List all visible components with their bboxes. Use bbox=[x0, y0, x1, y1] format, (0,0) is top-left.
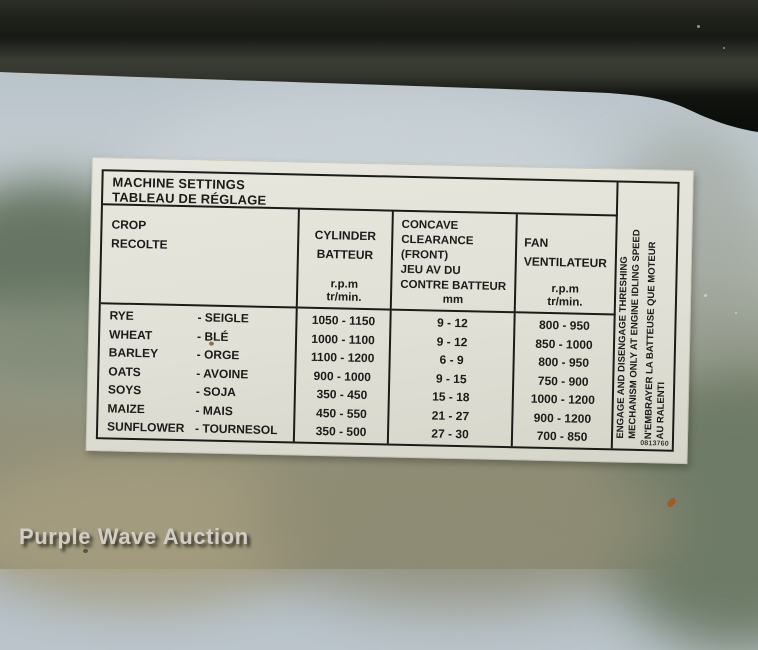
table-row-fan: 800 - 950 bbox=[538, 317, 590, 333]
concave-units: mm bbox=[392, 293, 514, 309]
column-header-cylinder: CYLINDER BATTEUR r.p.m tr/min. bbox=[297, 209, 394, 311]
cylinder-units: r.p.m tr/min. bbox=[298, 278, 391, 306]
table-row-fan: 900 - 1200 bbox=[533, 410, 592, 426]
table-row-fan: 1000 - 1200 bbox=[530, 391, 596, 408]
cylinder-data-column: 1050 - 1150 1000 - 1100 1100 - 1200 900 - 1… bbox=[294, 308, 392, 444]
fan-header-fr: VENTILATEUR bbox=[523, 254, 608, 271]
cylinder-header-fr: BATTEUR bbox=[316, 246, 374, 263]
concave-unit-mm: mm bbox=[442, 293, 464, 307]
crop-name-en: SOYS bbox=[107, 382, 142, 398]
column-header-crop: CROP RECOLTE bbox=[100, 205, 300, 309]
dirt-speck-on-decal bbox=[208, 341, 214, 346]
window-frame bbox=[0, 0, 758, 132]
cylinder-unit-trmin: tr/min. bbox=[326, 291, 362, 304]
machine-settings-decal: MACHINE SETTINGS TABLEAU DE RÉGLAGE CROP… bbox=[85, 157, 694, 465]
column-header-concave: CONCAVE CLEARANCE (FRONT) JEU AV DU CONT… bbox=[391, 211, 518, 314]
crop-name-en: RYE bbox=[109, 308, 134, 323]
crop-name-fr: - SEIGLE bbox=[197, 310, 250, 326]
crop-name-en: MAIZE bbox=[107, 400, 146, 416]
table-row-concave: 27 - 30 bbox=[431, 426, 469, 442]
table-row-cylinder: 1100 - 1200 bbox=[310, 349, 375, 366]
crop-name-fr: - ORGE bbox=[196, 347, 240, 363]
table-row-cylinder: 1000 - 1100 bbox=[311, 331, 375, 347]
fan-units: r.p.m tr/min. bbox=[516, 282, 615, 310]
watermark-text: Purple Wave Auction bbox=[19, 524, 249, 549]
dust-speck bbox=[697, 25, 700, 28]
table-row-cylinder: 350 - 500 bbox=[315, 423, 367, 440]
crop-name-fr: - SOJA bbox=[195, 384, 237, 400]
fan-data-column: 800 - 950 850 - 1000 800 - 950 750 - 900 100… bbox=[512, 313, 616, 449]
crop-header-fr: RECOLTE bbox=[110, 236, 168, 252]
settings-table: MACHINE SETTINGS TABLEAU DE RÉGLAGE CROP… bbox=[95, 169, 680, 452]
table-row-fan: 800 - 950 bbox=[538, 354, 590, 370]
crop-name-fr: - AVOINE bbox=[196, 365, 249, 381]
crop-name-en: SUNFLOWER bbox=[106, 419, 185, 436]
side-warning-text: ENGAGE AND DISENGAGE THRESHING MECHANISM… bbox=[613, 182, 675, 445]
dust-speck bbox=[704, 294, 707, 297]
table-row-crop: SUNFLOWER - TOURNESOL bbox=[107, 417, 293, 440]
side-warning-column: ENGAGE AND DISENGAGE THRESHING MECHANISM… bbox=[613, 182, 678, 449]
crop-name-fr: - TOURNESOL bbox=[194, 421, 278, 438]
dust-speck bbox=[723, 47, 725, 49]
table-row-cylinder: 900 - 1000 bbox=[313, 368, 372, 384]
table-row-fan: 750 - 900 bbox=[537, 373, 589, 389]
crop-data-column: RYE - SEIGLE WHEAT - BLÉ BARLEY - ORGE OATS - A… bbox=[97, 304, 298, 442]
table-row-cylinder: 350 - 450 bbox=[316, 386, 368, 403]
crop-name-en: OATS bbox=[108, 363, 141, 379]
fan-unit-trmin: tr/min. bbox=[547, 295, 583, 309]
table-row-cylinder: 1050 - 1150 bbox=[311, 312, 376, 329]
crop-name-en: BARLEY bbox=[108, 345, 159, 361]
table-row-cylinder: 450 - 550 bbox=[315, 405, 367, 421]
column-header-fan: FAN VENTILATEUR r.p.m tr/min. bbox=[515, 214, 618, 316]
dust-speck bbox=[735, 312, 737, 314]
table-row-fan: 850 - 1000 bbox=[535, 336, 593, 352]
part-number: 0813760 bbox=[640, 440, 669, 448]
cylinder-header-en: CYLINDER bbox=[314, 227, 377, 244]
dirt-speck bbox=[666, 497, 677, 508]
dirt-speck bbox=[83, 549, 88, 553]
table-row-fan: 700 - 850 bbox=[536, 428, 588, 444]
crop-name-fr: - MAIS bbox=[195, 402, 233, 418]
crop-name-en: WHEAT bbox=[108, 326, 153, 342]
fan-header-en: FAN bbox=[524, 235, 549, 250]
